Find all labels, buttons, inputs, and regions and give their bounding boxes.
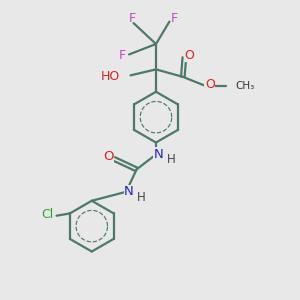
Text: N: N: [154, 148, 164, 161]
Text: H: H: [137, 191, 146, 204]
Text: O: O: [205, 78, 215, 91]
Text: F: F: [119, 49, 126, 62]
Text: H: H: [167, 153, 176, 167]
Text: F: F: [171, 11, 178, 25]
Text: HO: HO: [101, 70, 120, 83]
Text: N: N: [124, 185, 134, 198]
Text: O: O: [184, 49, 194, 62]
Text: O: O: [103, 150, 113, 163]
Text: Cl: Cl: [41, 208, 53, 221]
Text: F: F: [129, 12, 136, 26]
Text: CH₃: CH₃: [235, 81, 254, 91]
